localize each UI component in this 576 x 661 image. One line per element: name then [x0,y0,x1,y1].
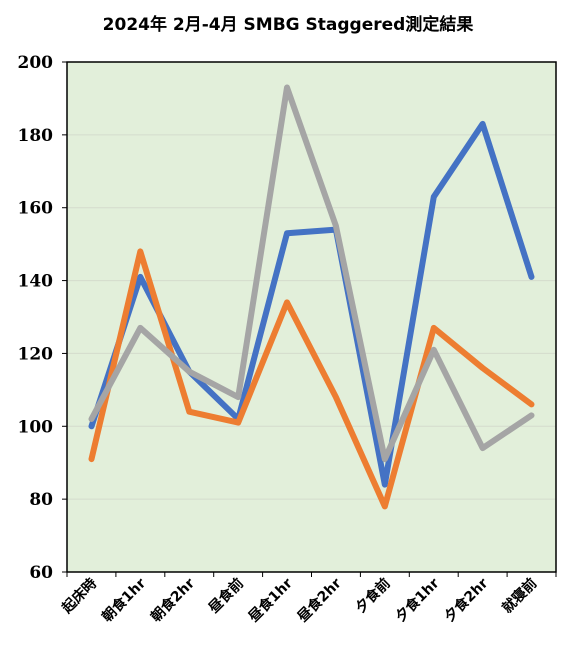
y-tick-label: 60 [29,563,53,583]
y-tick-label: 200 [18,53,54,73]
y-tick-label: 180 [18,126,54,146]
series-2-point [529,401,535,407]
series-2-point [284,299,290,305]
series-3-point [235,394,241,400]
series-1-point [480,121,486,127]
series-2-point [137,248,143,254]
y-tick-label: 80 [29,490,53,510]
y-tick-label: 100 [18,417,54,437]
x-tick-label: 昼食前 [205,575,247,617]
chart-title: 2024年 2月-4月 SMBG Staggered測定結果 [102,15,474,35]
series-1-point [529,274,535,280]
series-2-point [186,409,192,415]
series-3-point [382,456,388,462]
x-tick-label: 朝食1hr [99,575,150,626]
y-tick-label: 140 [18,272,54,292]
x-tick-label: 就寝前 [499,575,541,617]
series-1-point [431,194,437,200]
series-3-point [88,416,94,422]
series-1-point [284,230,290,236]
series-2-point [382,503,388,509]
series-3-point [284,85,290,90]
series-1-point [88,423,94,429]
x-tick-label: 夕食前 [352,575,394,617]
plot-area [67,62,556,572]
x-tick-label: 朝食2hr [147,575,198,626]
x-tick-label: 起床時 [58,575,100,617]
series-3-point [137,325,143,331]
series-line-3 [88,84,535,463]
x-tick-label: 昼食2hr [294,575,345,626]
x-tick-label: 夕食2hr [441,575,492,626]
series-1-point [382,482,388,488]
series-3-point [431,347,437,353]
series-2-point [88,456,94,462]
series-line-2 [88,248,535,510]
series-3-point [480,445,486,451]
y-tick-label: 160 [18,199,54,219]
series-3-point [186,369,192,375]
series-2-point [235,420,241,426]
series-2-point [431,325,437,331]
series-1-point [137,274,143,280]
series-2-point [480,365,486,371]
series-3-point [333,223,339,229]
x-tick-label: 夕食1hr [392,575,443,626]
y-tick-label: 120 [18,344,54,364]
x-tick-label: 昼食1hr [245,575,296,626]
series-2-point [333,394,339,400]
series-3-point [529,412,535,418]
